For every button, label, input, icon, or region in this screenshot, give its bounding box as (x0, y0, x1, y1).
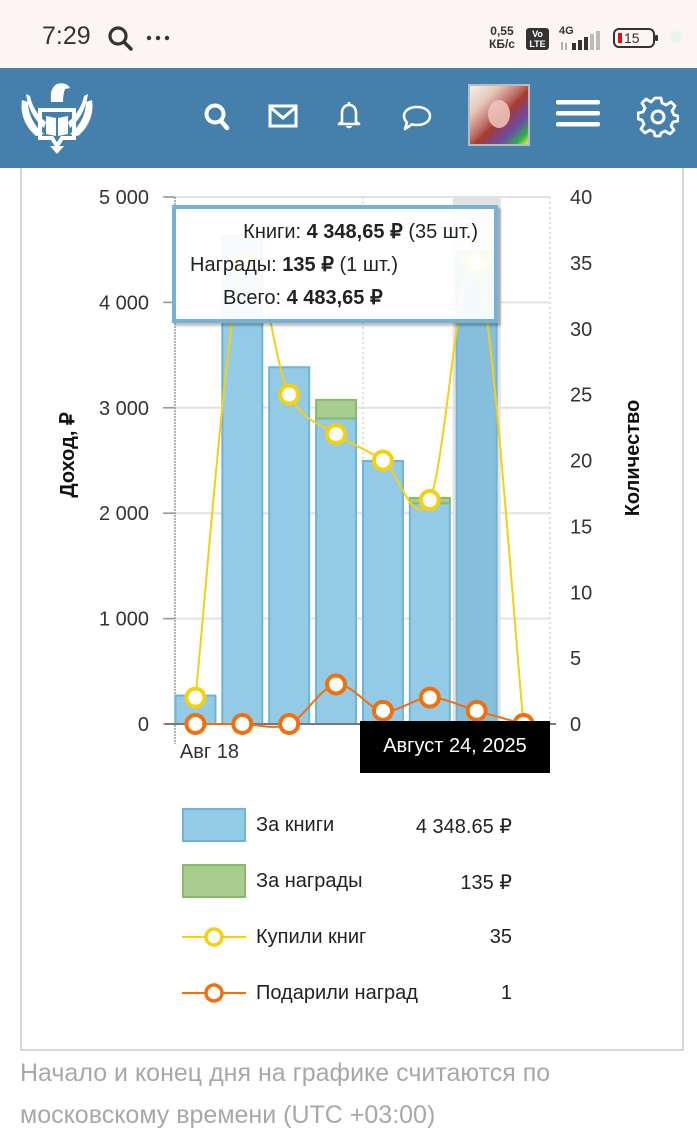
point-bought-books (278, 383, 301, 406)
legend-swatch-books (182, 808, 246, 842)
point-gifted-awards (371, 699, 394, 722)
ytick-label-right: 10 (570, 582, 592, 604)
point-bought-books (325, 423, 348, 446)
ytick-label-right: 30 (570, 319, 592, 341)
point-gifted-awards (184, 713, 207, 735)
legend-line-marker-orange (182, 983, 246, 1003)
point-gifted-awards (418, 686, 441, 709)
tooltip-books-count: (35 шт.) (408, 221, 478, 243)
menu-icon[interactable] (556, 98, 600, 128)
legend-item-books[interactable]: За книги 4 348.65 ₽ (182, 808, 522, 842)
bell-icon[interactable] (336, 100, 362, 130)
ytick-label-left: 0 (138, 714, 149, 736)
y-axis-title-right: Количество (622, 400, 644, 517)
ytick-label-right: 15 (570, 516, 592, 538)
speed-value: 0,55 (490, 24, 514, 38)
tooltip-total-value: 4 483,65 ₽ (286, 287, 383, 309)
status-time: 7:29 (42, 22, 91, 50)
point-gifted-awards (325, 673, 348, 696)
legend-label: Купили книг (256, 926, 367, 948)
ytick-label-right: 35 (570, 253, 592, 275)
tooltip-awards-label: Награды: (190, 254, 277, 276)
ytick-label-left: 2 000 (99, 503, 149, 525)
legend-label: За книги (256, 814, 335, 836)
bar-books (455, 264, 498, 725)
legend-item-gifted-awards[interactable]: Подарили наград 1 (182, 976, 522, 1010)
chart-tooltip: Книги: 4 348,65 ₽ (35 шт.) Награды: 135 … (172, 205, 498, 323)
ytick-label-left: 5 000 (99, 187, 149, 209)
ytick-label-right: 20 (570, 451, 592, 473)
tooltip-awards-count: (1 шт.) (339, 254, 399, 276)
tooltip-total-row: Всего: 4 483,65 ₽ (223, 285, 383, 310)
indicator-dot (670, 31, 682, 43)
point-bought-books (418, 489, 441, 512)
battery-level: 15 (624, 30, 640, 46)
ytick-label-right: 0 (570, 714, 581, 736)
ytick-label-left: 4 000 (99, 292, 149, 314)
more-dots-icon (146, 35, 170, 41)
chat-icon[interactable] (401, 104, 433, 132)
income-chart: 0 1 000 2 000 3 000 4 000 5 000 0 5 10 15 20 25 30 35… (57, 187, 644, 763)
volte-badge: Vo LTE (526, 28, 549, 50)
legend-value: 135 ₽ (460, 872, 512, 894)
app-header (0, 68, 697, 168)
bar-books (268, 366, 311, 725)
legend-value: 4 348.65 ₽ (415, 816, 512, 838)
ytick-label-left: 1 000 (99, 609, 149, 631)
tooltip-books-label: Книги: (243, 221, 302, 243)
avatar[interactable] (468, 84, 530, 146)
point-gifted-awards (231, 713, 254, 735)
legend-item-awards[interactable]: За награды 135 ₽ (182, 864, 522, 898)
ytick-label-right: 5 (570, 648, 581, 670)
bar-awards (315, 398, 358, 420)
point-bought-books (184, 686, 207, 709)
gear-icon[interactable] (637, 96, 679, 138)
ytick-label-left: 3 000 (99, 398, 149, 420)
tooltip-books-row: Книги: 4 348,65 ₽ (35 шт.) (243, 219, 478, 244)
network-type: 4G (559, 25, 574, 37)
speed-unit: КБ/с (489, 37, 515, 51)
date-tooltip: Август 24, 2025 (360, 721, 550, 773)
legend-label: За награды (256, 870, 363, 892)
chart-container (20, 168, 684, 1051)
status-bar: 7:29 0,55 КБ/с Vo LTE 4G 15 (0, 0, 697, 68)
ytick-label-right: 25 (570, 385, 592, 407)
legend-value: 35 (489, 926, 512, 948)
timezone-footnote: Начало и конец дня на графике считаются … (20, 1059, 551, 1129)
tooltip-total-label: Всего: (223, 287, 281, 309)
legend-line-marker-yellow (182, 927, 246, 947)
legend-value: 1 (500, 982, 512, 1004)
xtick-label: Авг 18 (180, 741, 239, 763)
eagle-book-logo[interactable] (16, 80, 98, 156)
point-bought-books (371, 449, 394, 472)
legend-swatch-awards (182, 864, 246, 898)
search-icon[interactable] (203, 102, 231, 132)
bar-books (361, 460, 404, 725)
network-speed: 0,55 КБ/с (489, 25, 515, 51)
signal-icon (561, 31, 600, 50)
y-axis-title-left: Доход, ₽ (57, 412, 79, 498)
mail-icon[interactable] (268, 104, 298, 128)
point-gifted-awards (278, 713, 301, 735)
legend-label: Подарили наград (256, 982, 418, 1004)
point-gifted-awards (465, 699, 488, 722)
search-icon (108, 26, 133, 51)
tooltip-awards-row: Награды: 135 ₽ (1 шт.) (190, 252, 398, 277)
battery-icon: 15 (613, 28, 658, 48)
tooltip-books-value: 4 348,65 ₽ (306, 221, 403, 243)
tooltip-awards-value: 135 ₽ (282, 254, 334, 276)
legend-item-bought-books[interactable]: Купили книг 35 (182, 920, 522, 954)
ytick-label-right: 40 (570, 187, 592, 209)
